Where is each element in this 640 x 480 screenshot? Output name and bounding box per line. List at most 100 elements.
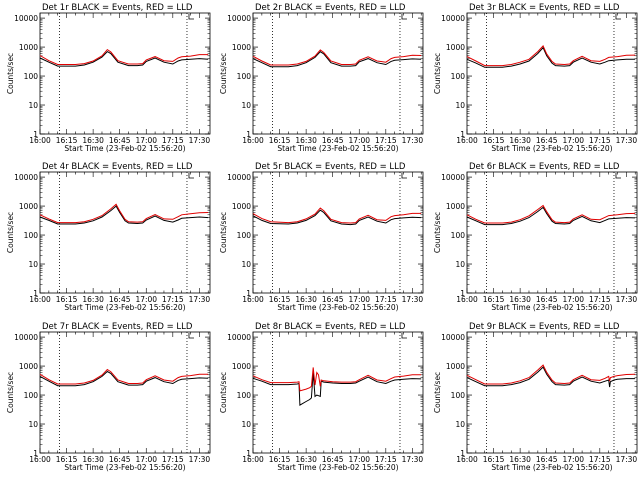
interval-bracket-marker xyxy=(615,14,621,20)
y-axis-title: Counts/sec xyxy=(219,212,228,253)
x-axis-title: Start Time (23-Feb-02 15:56:20) xyxy=(491,463,612,472)
y-tick-label: 1000 xyxy=(446,43,465,52)
x-tick-label: 16:30 xyxy=(509,295,531,304)
lld-series-line xyxy=(466,45,636,67)
x-axis-title: Start Time (23-Feb-02 15:56:20) xyxy=(491,144,612,153)
x-axis-title: Start Time (23-Feb-02 15:56:20) xyxy=(64,144,185,153)
x-tick-label: 17:30 xyxy=(189,136,211,145)
x-tick-label: 16:45 xyxy=(536,455,558,464)
y-tick-label: 1 xyxy=(33,449,38,458)
y-tick-label: 1000 xyxy=(232,43,251,52)
y-axis-title: Counts/sec xyxy=(433,53,442,94)
x-tick-label: 16:00 xyxy=(456,136,478,145)
events-series-line xyxy=(39,50,209,67)
y-tick-label: 100 xyxy=(24,391,39,400)
x-tick-label: 17:30 xyxy=(189,295,211,304)
y-tick-label: 1000 xyxy=(446,362,465,371)
panel-title: Det 5r BLACK = Events, RED = LLD xyxy=(255,162,406,172)
x-tick-label: 16:15 xyxy=(483,295,505,304)
panel-title: Det 4r BLACK = Events, RED = LLD xyxy=(42,162,193,172)
detector-panel: Det 5r BLACK = Events, RED = LLD 1 10 100 10… xyxy=(219,162,423,312)
x-tick-label: 16:45 xyxy=(536,136,558,145)
lld-series-line xyxy=(39,203,209,224)
y-tick-label: 10000 xyxy=(14,173,38,182)
x-tick-label: 17:15 xyxy=(375,136,397,145)
y-tick-label: 1 xyxy=(246,449,251,458)
x-tick-label: 17:30 xyxy=(402,455,424,464)
events-series-line xyxy=(252,209,422,226)
y-tick-label: 1000 xyxy=(232,202,251,211)
x-tick-label: 17:30 xyxy=(402,136,424,145)
events-series-line xyxy=(466,366,636,388)
y-tick-label: 100 xyxy=(451,391,466,400)
events-series-line xyxy=(39,370,209,387)
events-series-line xyxy=(252,51,422,68)
panel-title: Det 6r BLACK = Events, RED = LLD xyxy=(469,162,620,172)
lld-series-line xyxy=(252,207,422,224)
events-series-line xyxy=(39,205,209,225)
x-tick-label: 16:00 xyxy=(29,295,51,304)
y-tick-label: 100 xyxy=(237,231,252,240)
interval-bracket-marker xyxy=(615,333,621,339)
lld-series-line xyxy=(466,364,636,385)
plot-frame xyxy=(466,331,638,454)
x-tick-label: 16:15 xyxy=(483,455,505,464)
y-tick-label: 10000 xyxy=(441,333,465,342)
x-tick-label: 17:15 xyxy=(162,455,184,464)
y-tick-label: 10000 xyxy=(227,14,251,23)
x-axis-title: Start Time (23-Feb-02 15:56:20) xyxy=(64,463,185,472)
x-tick-label: 16:30 xyxy=(295,136,317,145)
x-tick-label: 16:30 xyxy=(82,295,104,304)
y-tick-label: 10000 xyxy=(14,14,38,23)
x-tick-label: 17:15 xyxy=(162,136,184,145)
interval-bracket-marker xyxy=(401,173,407,179)
x-tick-label: 17:00 xyxy=(348,295,370,304)
y-axis-title: Counts/sec xyxy=(219,53,228,94)
x-tick-label: 17:30 xyxy=(402,295,424,304)
plot-frame xyxy=(252,331,424,454)
y-tick-label: 1000 xyxy=(446,202,465,211)
x-tick-label: 16:30 xyxy=(295,455,317,464)
x-tick-label: 17:00 xyxy=(562,455,584,464)
y-tick-label: 100 xyxy=(451,72,466,81)
x-tick-label: 17:15 xyxy=(375,295,397,304)
x-tick-label: 17:30 xyxy=(616,295,638,304)
x-tick-label: 16:15 xyxy=(56,295,78,304)
x-tick-label: 16:00 xyxy=(456,455,478,464)
x-tick-label: 17:15 xyxy=(589,295,611,304)
x-tick-label: 17:15 xyxy=(589,136,611,145)
y-tick-label: 1 xyxy=(33,130,38,139)
plot-frame xyxy=(39,171,211,294)
x-tick-label: 16:30 xyxy=(82,136,104,145)
x-tick-label: 17:15 xyxy=(162,295,184,304)
x-tick-label: 17:15 xyxy=(375,455,397,464)
detector-panel: Det 2r BLACK = Events, RED = LLD 1 10 100 10… xyxy=(219,3,423,153)
x-tick-label: 16:45 xyxy=(322,136,344,145)
y-tick-label: 10 xyxy=(28,420,38,429)
panel-title: Det 2r BLACK = Events, RED = LLD xyxy=(255,3,406,13)
detector-panel: Det 4r BLACK = Events, RED = LLD 1 10 100 10… xyxy=(6,162,210,312)
events-series-line xyxy=(466,46,636,68)
y-tick-label: 10 xyxy=(455,101,465,110)
x-tick-label: 16:30 xyxy=(82,455,104,464)
plot-frame xyxy=(252,12,424,135)
y-tick-label: 1 xyxy=(460,449,465,458)
interval-bracket-marker xyxy=(401,14,407,20)
interval-bracket-marker xyxy=(188,173,194,179)
x-tick-label: 16:45 xyxy=(322,455,344,464)
x-tick-label: 16:30 xyxy=(509,136,531,145)
panel-title: Det 9r BLACK = Events, RED = LLD xyxy=(469,322,620,332)
x-tick-label: 16:15 xyxy=(483,136,505,145)
y-tick-label: 10 xyxy=(28,260,38,269)
x-tick-label: 17:30 xyxy=(616,136,638,145)
panel-title: Det 1r BLACK = Events, RED = LLD xyxy=(42,3,193,13)
x-axis-title: Start Time (23-Feb-02 15:56:20) xyxy=(491,303,612,312)
x-tick-label: 17:30 xyxy=(616,455,638,464)
x-tick-label: 17:00 xyxy=(135,136,157,145)
detector-panel: Det 7r BLACK = Events, RED = LLD 1 10 100 10… xyxy=(6,322,210,472)
y-tick-label: 1 xyxy=(246,289,251,298)
lld-series-line xyxy=(252,49,422,66)
plot-frame xyxy=(466,12,638,135)
plot-frame xyxy=(39,331,211,454)
y-tick-label: 1 xyxy=(246,130,251,139)
